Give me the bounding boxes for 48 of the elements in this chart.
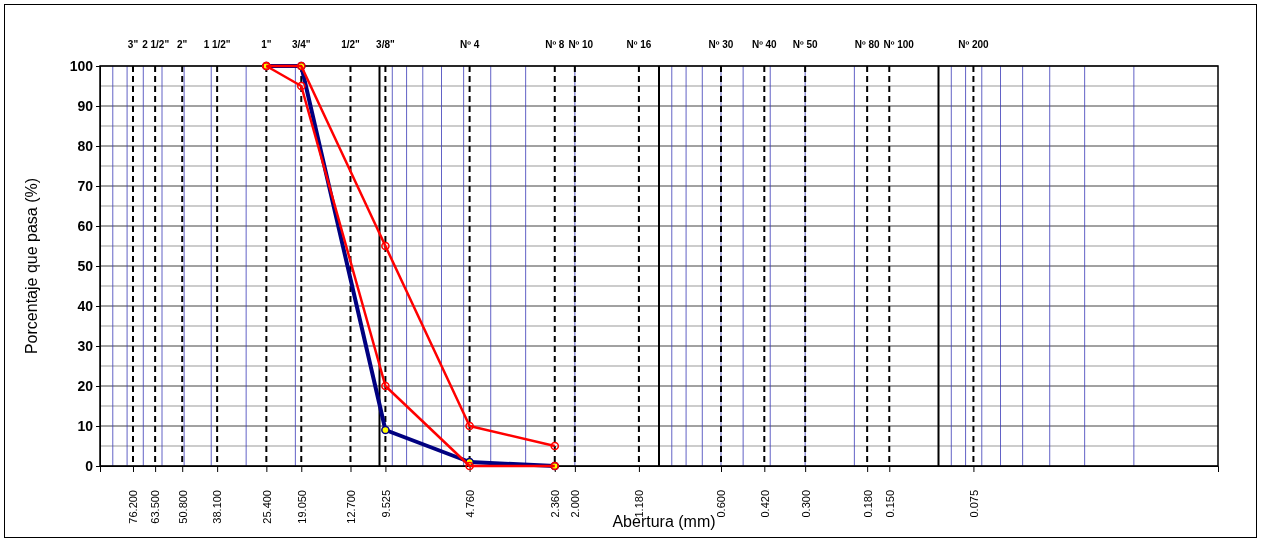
text: Nº 30	[708, 39, 734, 50]
text: Nº 4	[460, 39, 480, 50]
y-tick-label: 70	[77, 177, 94, 194]
text: 1"	[261, 39, 272, 50]
y-tick-label: 0	[85, 457, 94, 474]
text: 1/2"	[341, 39, 361, 50]
x-tick-label: 4.760	[463, 490, 476, 518]
text: Nº 10	[568, 39, 594, 50]
x-tick-label: 0.420	[758, 490, 771, 518]
y-tick-label: 90	[77, 97, 94, 114]
text: 2 1/2"	[142, 39, 170, 50]
x-tick-label: 9.525	[379, 490, 392, 518]
text: Nº 100	[883, 39, 915, 50]
text: Nº 40	[751, 39, 778, 50]
text: 3/4"	[291, 39, 311, 50]
y-axis-title: Porcentaje que pasa (%)	[23, 177, 40, 355]
x-tick-label: 25.400	[260, 490, 273, 524]
x-tick-label: 50.800	[176, 490, 189, 524]
y-tick-label: 30	[77, 337, 94, 354]
x-tick-label: 2.000	[569, 490, 582, 518]
y-tick-label: 80	[77, 137, 94, 154]
x-tick-label: 0.300	[799, 490, 812, 518]
y-tick-label: 50	[77, 257, 94, 274]
text: Nº 8	[545, 39, 565, 50]
y-tick-label: 100	[69, 57, 94, 74]
x-tick-label: 38.100	[211, 490, 224, 524]
text: Nº 16	[626, 39, 652, 50]
y-tick-label: 60	[77, 217, 94, 234]
y-tick-label: 10	[77, 417, 94, 434]
x-tick-label: 63.500	[149, 490, 162, 524]
x-tick-label: 0.150	[883, 490, 896, 518]
x-tick-label: 0.180	[861, 490, 874, 518]
text: 3"	[127, 39, 139, 50]
y-tick-label: 40	[77, 297, 94, 314]
x-tick-label: 2.360	[549, 490, 562, 518]
text: 1 1/2"	[203, 39, 231, 50]
x-tick-label: 1.180	[633, 490, 646, 518]
x-tick-label: 0.075	[967, 490, 980, 518]
text: Nº 80	[854, 39, 880, 50]
y-tick-label: 20	[77, 377, 94, 394]
x-tick-label: 19.050	[295, 490, 308, 524]
x-tick-label: 76.200	[127, 490, 140, 524]
text: 3/8"	[376, 39, 395, 50]
x-tick-label: 0.600	[715, 490, 728, 518]
x-tick-label: 12.700	[344, 490, 357, 524]
text: Nº 200	[958, 39, 990, 50]
text: Nº 50	[792, 39, 818, 50]
text: 2"	[177, 39, 188, 50]
